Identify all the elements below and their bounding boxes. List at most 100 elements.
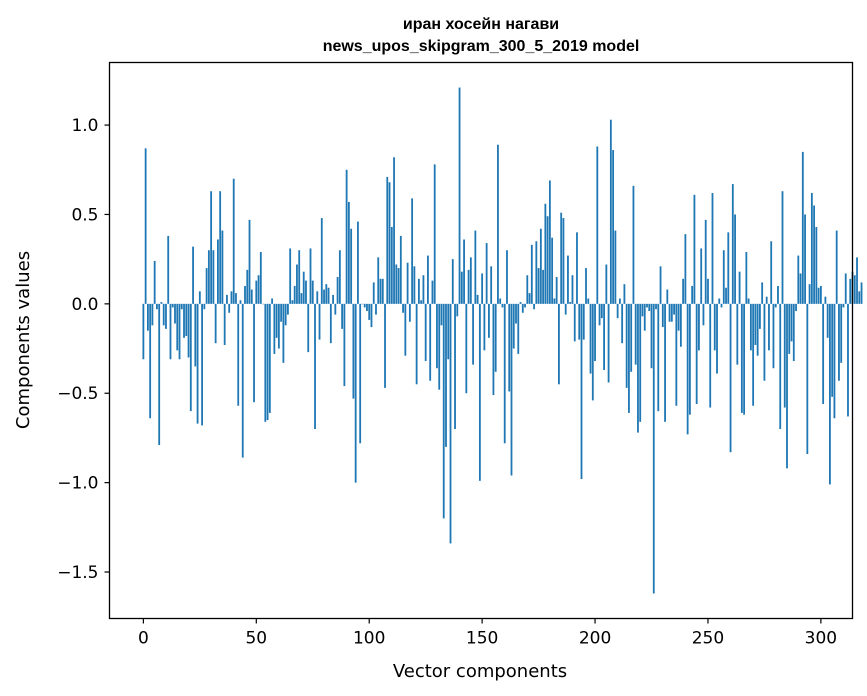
bar	[713, 303, 716, 351]
bar	[329, 303, 332, 344]
x-tick-label: 200	[579, 629, 611, 649]
bar	[248, 219, 251, 304]
bar	[264, 303, 267, 422]
bar	[282, 303, 285, 363]
bar	[585, 268, 587, 304]
bar	[686, 303, 689, 435]
bar	[544, 203, 547, 304]
bar	[370, 303, 373, 328]
bar	[427, 255, 429, 304]
bar	[657, 303, 660, 412]
bar	[316, 291, 319, 304]
bar	[573, 303, 576, 342]
bar	[250, 289, 253, 304]
bar	[458, 87, 461, 304]
bar	[634, 303, 637, 365]
bar	[323, 289, 325, 304]
bar	[558, 303, 560, 385]
bar	[781, 191, 784, 304]
bar	[603, 303, 605, 370]
bar	[594, 303, 596, 362]
bar	[406, 262, 409, 304]
bar	[485, 243, 488, 304]
bar	[625, 303, 628, 388]
x-tick-label: 150	[466, 629, 498, 649]
bar	[684, 234, 687, 304]
bar	[149, 303, 152, 419]
bar	[162, 303, 165, 326]
bar	[287, 303, 289, 315]
bar	[284, 303, 287, 326]
bar	[314, 303, 316, 429]
y-tick-label: 0.0	[71, 295, 98, 315]
bar	[219, 191, 222, 304]
bar	[537, 268, 540, 304]
bar	[503, 303, 506, 444]
bar	[417, 278, 420, 304]
bar	[792, 303, 795, 362]
bar	[510, 303, 513, 476]
bar	[501, 303, 504, 308]
bar	[826, 303, 829, 338]
bar	[722, 250, 725, 304]
bar	[180, 303, 183, 310]
bar	[232, 178, 235, 304]
bar	[560, 212, 563, 304]
bar	[390, 226, 393, 304]
bar	[853, 275, 856, 304]
bar	[494, 303, 497, 372]
y-tick-label: 0.5	[71, 205, 98, 225]
bar	[388, 182, 391, 304]
bar	[196, 303, 199, 424]
bar	[749, 303, 752, 351]
bar	[698, 303, 700, 351]
bar	[774, 303, 777, 308]
bar	[217, 239, 219, 304]
bar	[670, 303, 673, 322]
bar	[334, 303, 337, 315]
bar	[275, 303, 278, 338]
bar	[354, 303, 357, 483]
bar	[393, 157, 395, 304]
bar	[745, 252, 748, 304]
bar	[763, 303, 766, 381]
bar	[411, 198, 414, 304]
bar	[442, 303, 445, 519]
bar	[533, 303, 535, 310]
bar	[201, 303, 203, 426]
bar	[569, 302, 572, 304]
bar	[167, 235, 170, 304]
bar	[176, 303, 179, 351]
bar	[740, 303, 743, 413]
bar	[158, 303, 161, 446]
bar	[277, 303, 280, 349]
bar	[205, 268, 208, 304]
bar	[822, 303, 825, 404]
bar	[325, 284, 328, 304]
bar	[481, 273, 484, 304]
bar	[429, 303, 432, 381]
bar	[691, 285, 694, 304]
bar	[831, 303, 834, 397]
bar	[178, 303, 181, 360]
bar	[858, 291, 861, 304]
bar	[214, 303, 217, 344]
bar	[212, 250, 215, 304]
bar	[467, 269, 470, 304]
bar	[661, 303, 664, 328]
bar	[632, 185, 635, 304]
bar	[239, 300, 242, 304]
bar	[332, 294, 334, 304]
bar	[844, 273, 847, 304]
bar	[702, 303, 705, 326]
bar	[738, 271, 741, 304]
bar	[607, 303, 610, 383]
bar	[230, 291, 233, 304]
bar	[675, 303, 678, 406]
bar	[797, 255, 800, 304]
bar	[424, 303, 427, 362]
bar	[311, 280, 314, 304]
bar	[347, 201, 350, 304]
